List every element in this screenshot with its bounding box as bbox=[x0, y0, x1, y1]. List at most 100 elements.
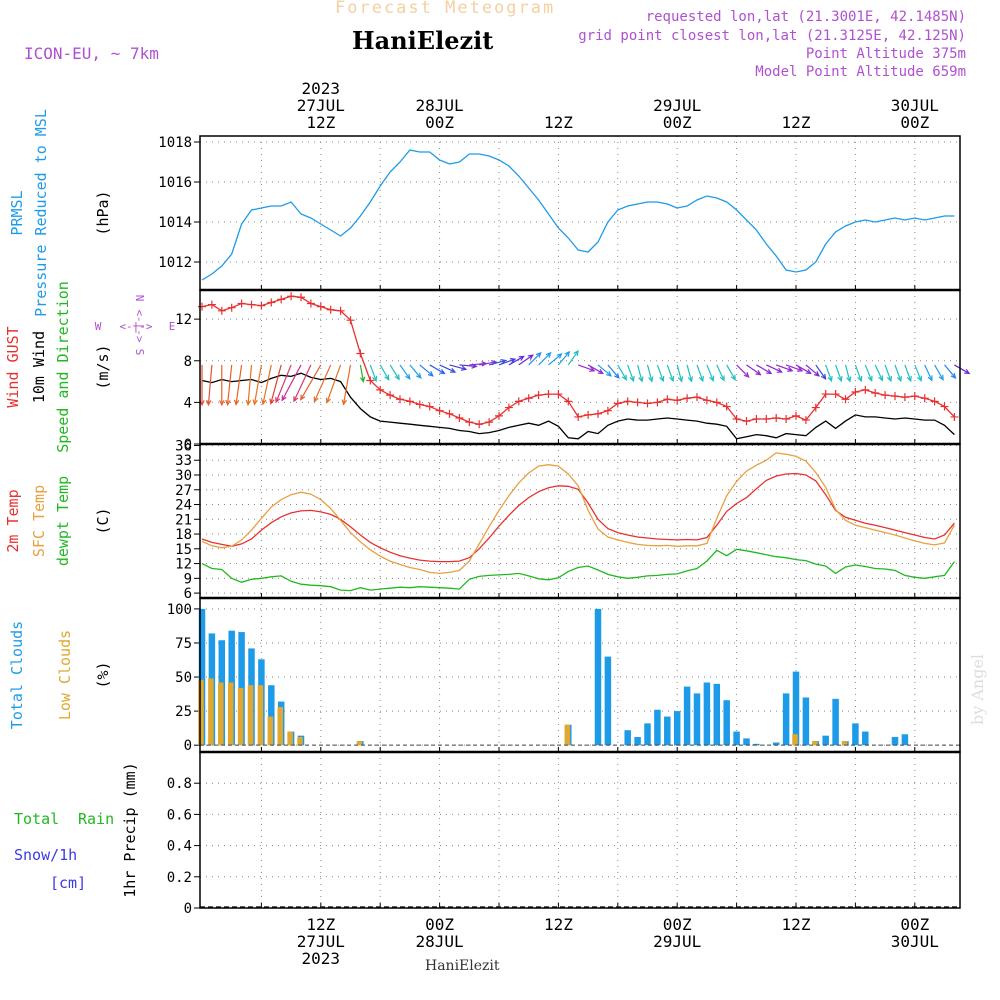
wind-ytick-label: 4 bbox=[184, 395, 192, 411]
wind-direction-arrow bbox=[954, 364, 970, 374]
wind-direction-arrow bbox=[409, 364, 422, 379]
gust-marker bbox=[435, 406, 444, 415]
gust-marker bbox=[524, 394, 533, 403]
temperature-ytick-label: 9 bbox=[184, 571, 192, 587]
gust-marker bbox=[792, 411, 800, 420]
gust-marker bbox=[693, 393, 701, 402]
temperature-ytick-label: 6 bbox=[184, 586, 192, 602]
wind-arrow-head bbox=[857, 375, 863, 383]
wind-arrow-head bbox=[460, 365, 468, 371]
wind-direction-arrow bbox=[399, 364, 411, 380]
wind-arrow-head bbox=[206, 399, 212, 407]
gust-marker bbox=[306, 299, 315, 308]
wind-arrow-head bbox=[261, 399, 267, 406]
wind-arrow-head bbox=[629, 375, 635, 383]
side-label: Total Clouds bbox=[8, 621, 26, 729]
gust-marker bbox=[613, 399, 622, 408]
chart-title: Forecast Meteogram bbox=[335, 0, 556, 18]
gust-marker bbox=[722, 402, 731, 411]
wind-direction-arrow bbox=[419, 364, 434, 377]
wind-arrow-head bbox=[281, 395, 287, 402]
wind-direction-arrow bbox=[300, 364, 322, 400]
gust-marker bbox=[405, 397, 414, 406]
side-label: 2m Temp bbox=[4, 489, 22, 552]
wind-direction-arrow bbox=[676, 364, 683, 382]
compass-horizontal: <-|-> bbox=[119, 320, 152, 333]
wind-arrow-head bbox=[384, 374, 390, 381]
wind-arrow-head bbox=[787, 366, 794, 372]
gust-marker bbox=[386, 391, 395, 400]
pressure-ytick-label: 1014 bbox=[158, 215, 192, 231]
total-cloud-bar bbox=[862, 731, 869, 746]
gust-marker bbox=[376, 385, 385, 394]
wind-direction-arrow bbox=[874, 364, 883, 381]
wind-arrow-head bbox=[906, 375, 912, 383]
low-cloud-bar bbox=[277, 707, 283, 746]
panel-ylabel: (hPa) bbox=[94, 190, 112, 235]
10m-wind-line bbox=[201, 372, 955, 440]
total-cloud-bar bbox=[772, 742, 780, 746]
wind-direction-arrow bbox=[627, 364, 635, 382]
wind-arrow-head bbox=[938, 374, 944, 381]
gust-marker bbox=[930, 397, 939, 406]
gust-marker bbox=[504, 403, 513, 412]
total-cloud-bar bbox=[733, 731, 740, 746]
wind-arrow-head bbox=[730, 374, 736, 381]
wind-direction-arrow bbox=[498, 358, 516, 366]
station-name: HaniElezit bbox=[352, 26, 494, 55]
wind-arrow-head bbox=[886, 375, 893, 383]
wind-direction-arrow bbox=[864, 364, 873, 381]
wind-direction-arrow bbox=[637, 364, 643, 382]
wind-direction-arrow bbox=[538, 352, 552, 366]
gust-marker bbox=[940, 402, 949, 411]
total-cloud-bar bbox=[832, 698, 839, 746]
gust-marker bbox=[712, 398, 721, 407]
wind-direction-arrow bbox=[449, 364, 467, 370]
total-cloud-bar bbox=[852, 723, 859, 746]
wind-gust-line bbox=[201, 295, 955, 425]
clouds-ytick-label: 100 bbox=[167, 602, 192, 618]
gust-marker bbox=[475, 420, 484, 429]
precip-ytick-label: 0.6 bbox=[167, 807, 192, 823]
clouds-ytick-label: 75 bbox=[175, 636, 192, 652]
gust-marker bbox=[831, 390, 840, 399]
panel-ylabel: (m/s) bbox=[94, 344, 112, 389]
total-cloud-bar bbox=[723, 700, 730, 746]
wind-direction-arrow bbox=[924, 364, 933, 381]
wind-arrow-head bbox=[669, 375, 675, 383]
low-cloud-bar bbox=[841, 741, 848, 746]
gust-marker bbox=[841, 395, 850, 404]
side-label: 10m Wind bbox=[30, 331, 48, 403]
wind-direction-arrow bbox=[746, 364, 761, 376]
wind-direction-arrow bbox=[726, 364, 736, 380]
temperature-ytick-label: 36 bbox=[175, 438, 192, 454]
wind-arrow-head bbox=[556, 353, 563, 359]
wind-arrow-head bbox=[820, 373, 827, 380]
wind-arrow-head bbox=[917, 375, 923, 382]
side-label: Wind GUST bbox=[4, 326, 22, 407]
low-cloud-bar bbox=[812, 741, 818, 746]
wind-direction-arrow bbox=[379, 364, 390, 380]
bottom-time-label: 00Z bbox=[425, 915, 454, 934]
gust-marker bbox=[554, 390, 563, 399]
compass-east: E bbox=[169, 320, 176, 333]
wind-direction-arrow bbox=[736, 364, 750, 378]
wind-arrow-head bbox=[313, 396, 319, 403]
wind-arrow-head bbox=[638, 376, 644, 383]
wind-arrow-head bbox=[606, 371, 613, 377]
wind-direction-arrow bbox=[439, 364, 456, 373]
pressure-panel: 1012 1014 1016 1018 PRMSL Pressure Reduced to… bbox=[8, 109, 961, 317]
gust-marker bbox=[900, 393, 909, 402]
wind-ytick-label: 12 bbox=[175, 312, 192, 328]
clouds-frame bbox=[199, 597, 961, 753]
side-label: Rain bbox=[78, 810, 114, 828]
low-cloud-bar bbox=[247, 685, 254, 746]
low-cloud-bar bbox=[227, 682, 234, 746]
gust-marker bbox=[821, 390, 830, 399]
wind-arrow-head bbox=[372, 375, 378, 383]
total-cloud-bar bbox=[664, 716, 671, 746]
wind-arrow-head bbox=[427, 371, 434, 377]
bottom-time-label: 12Z bbox=[782, 915, 811, 934]
wind-arrow-head bbox=[233, 399, 240, 406]
wind-direction-arrow bbox=[359, 364, 364, 382]
